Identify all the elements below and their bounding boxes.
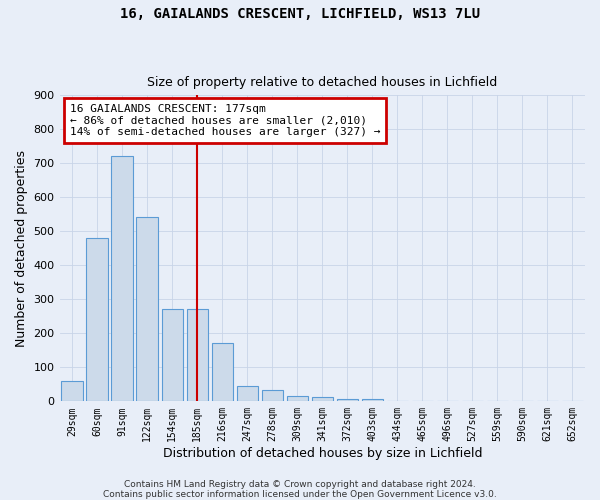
Bar: [311, 397, 333, 402]
Bar: [136, 218, 158, 402]
Text: 16 GAIALANDS CRESCENT: 177sqm
← 86% of detached houses are smaller (2,010)
14% o: 16 GAIALANDS CRESCENT: 177sqm ← 86% of d…: [70, 104, 380, 137]
Bar: [61, 381, 83, 402]
Text: Contains public sector information licensed under the Open Government Licence v3: Contains public sector information licen…: [103, 490, 497, 499]
Bar: [212, 344, 233, 402]
Bar: [262, 390, 283, 402]
Text: Contains HM Land Registry data © Crown copyright and database right 2024.: Contains HM Land Registry data © Crown c…: [124, 480, 476, 489]
Bar: [337, 398, 358, 402]
Bar: [112, 156, 133, 402]
Text: 16, GAIALANDS CRESCENT, LICHFIELD, WS13 7LU: 16, GAIALANDS CRESCENT, LICHFIELD, WS13 …: [120, 8, 480, 22]
Bar: [86, 238, 108, 402]
Bar: [187, 310, 208, 402]
Bar: [236, 386, 258, 402]
Title: Size of property relative to detached houses in Lichfield: Size of property relative to detached ho…: [147, 76, 497, 90]
X-axis label: Distribution of detached houses by size in Lichfield: Distribution of detached houses by size …: [163, 447, 482, 460]
Y-axis label: Number of detached properties: Number of detached properties: [15, 150, 28, 346]
Bar: [161, 310, 183, 402]
Bar: [287, 396, 308, 402]
Bar: [362, 398, 383, 402]
